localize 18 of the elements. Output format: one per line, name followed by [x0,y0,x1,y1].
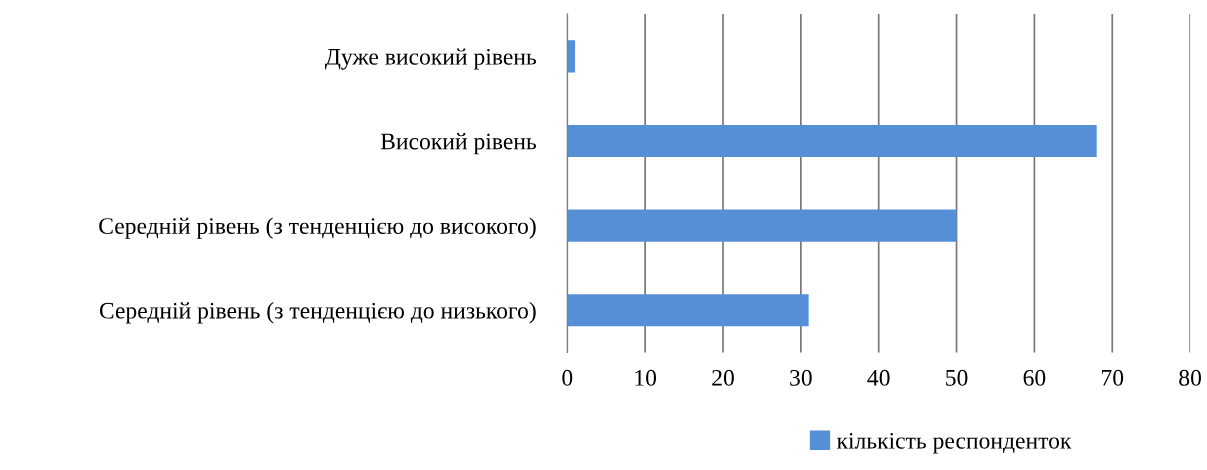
x-tick-label: 30 [790,369,812,386]
bar [567,209,957,242]
x-tick-label: 0 [562,369,573,386]
x-tick-label: 70 [1102,369,1124,386]
x-tick-label: 50 [946,369,968,386]
y-tick-label: Дуже високий рівень [324,48,537,70]
bar [567,124,1097,158]
bar [567,294,809,327]
x-tick-label: 80 [1179,369,1202,386]
legend-label: кількість респонденток [836,432,1072,454]
bar [567,40,576,73]
x-tick-label: 60 [1023,369,1046,386]
x-tick-label: 40 [867,369,890,386]
y-tick-label: Середній рівень (з тенденцією до низького) [99,302,536,324]
x-tick-label: 20 [712,369,734,386]
y-tick-label: Середній рівень (з тенденцією до високого) [99,217,536,239]
x-tick-label: 10 [635,369,657,386]
y-tick-label: Високий рівень [380,133,537,155]
